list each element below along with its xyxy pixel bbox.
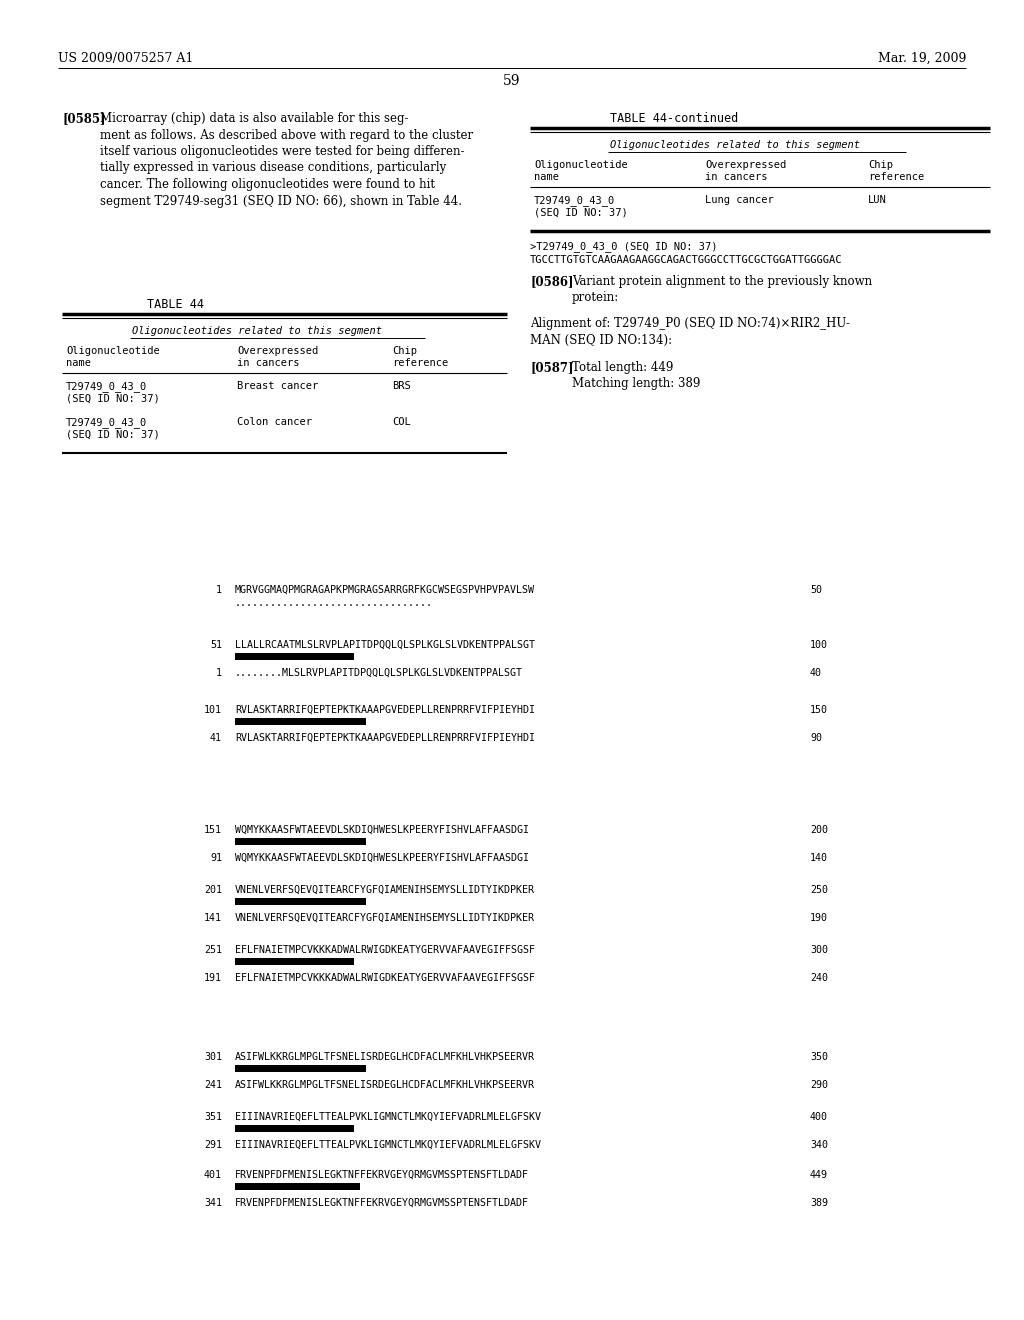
Text: 101: 101 xyxy=(204,705,222,715)
Text: 201: 201 xyxy=(204,884,222,895)
Text: 140: 140 xyxy=(810,853,828,863)
Bar xyxy=(234,718,366,725)
Text: 401: 401 xyxy=(204,1170,222,1180)
Text: BRS: BRS xyxy=(392,381,411,391)
Text: Chip
reference: Chip reference xyxy=(868,160,925,182)
Text: WQMYKKAASFWTAEEVDLSKDIQHWESLKPEERYFISHVLAFFAASDGI: WQMYKKAASFWTAEEVDLSKDIQHWESLKPEERYFISHVL… xyxy=(234,853,529,863)
Text: TABLE 44: TABLE 44 xyxy=(147,298,204,312)
Text: 300: 300 xyxy=(810,945,828,954)
Text: 51: 51 xyxy=(210,640,222,649)
Text: FRVENPFDFMENISLEGKTNFFEKRVGEYQRMGVMSSPTENSFTLDADF: FRVENPFDFMENISLEGKTNFFEKRVGEYQRMGVMSSPTE… xyxy=(234,1199,529,1208)
Text: EFLFNAIETMPCVKKKADWALRWIGDKEATYGERVVAFAAVEGIFFSGSF: EFLFNAIETMPCVKKKADWALRWIGDKEATYGERVVAFAA… xyxy=(234,973,535,983)
Text: 91: 91 xyxy=(210,853,222,863)
Text: Lung cancer: Lung cancer xyxy=(705,195,774,205)
Bar xyxy=(234,653,354,660)
Text: T29749_0_43_0
(SEQ ID NO: 37): T29749_0_43_0 (SEQ ID NO: 37) xyxy=(66,381,160,404)
Text: 389: 389 xyxy=(810,1199,828,1208)
Bar xyxy=(234,1125,354,1133)
Text: 351: 351 xyxy=(204,1111,222,1122)
Text: EIIINAVRIEQEFLTTEALPVKLIGMNCTLMKQYIEFVADRLMLELGFSKV: EIIINAVRIEQEFLTTEALPVKLIGMNCTLMKQYIEFVAD… xyxy=(234,1111,541,1122)
Text: TGCCTTGTGTCAAGAAGAAGGCAGACTGGGCCTTGCGCTGGATTGGGGAC: TGCCTTGTGTCAAGAAGAAGGCAGACTGGGCCTTGCGCTG… xyxy=(530,255,843,265)
Text: LLALLRCAATMLSLRVPLAPITDPQQLQLSPLKGLSLVDKENTPPALSGT: LLALLRCAATMLSLRVPLAPITDPQQLQLSPLKGLSLVDK… xyxy=(234,640,535,649)
Text: 400: 400 xyxy=(810,1111,828,1122)
Text: EFLFNAIETMPCVKKKADWALRWIGDKEATYGERVVAFAAVEGIFFSGSF: EFLFNAIETMPCVKKKADWALRWIGDKEATYGERVVAFAA… xyxy=(234,945,535,954)
Bar xyxy=(234,1183,360,1191)
Text: 251: 251 xyxy=(204,945,222,954)
Bar xyxy=(234,838,366,845)
Text: 290: 290 xyxy=(810,1080,828,1090)
Text: 291: 291 xyxy=(204,1140,222,1150)
Text: VNENLVERFSQEVQITEARCFYGFQIAMENIHSEMYSLLIDTYIKDPKER: VNENLVERFSQEVQITEARCFYGFQIAMENIHSEMYSLLI… xyxy=(234,913,535,923)
Text: US 2009/0075257 A1: US 2009/0075257 A1 xyxy=(58,51,194,65)
Text: Overexpressed
in cancers: Overexpressed in cancers xyxy=(705,160,786,182)
Text: Oligonucleotides related to this segment: Oligonucleotides related to this segment xyxy=(132,326,382,337)
Text: ........MLSLRVPLAPITDPQQLQLSPLKGLSLVDKENTPPALSGT: ........MLSLRVPLAPITDPQQLQLSPLKGLSLVDKEN… xyxy=(234,668,523,678)
Text: [0587]: [0587] xyxy=(530,360,573,374)
Text: WQMYKKAASFWTAEEVDLSKDIQHWESLKPEERYFISHVLAFFAASDGI: WQMYKKAASFWTAEEVDLSKDIQHWESLKPEERYFISHVL… xyxy=(234,825,529,836)
Text: LUN: LUN xyxy=(868,195,887,205)
Text: 350: 350 xyxy=(810,1052,828,1063)
Text: ASIFWLKKRGLMPGLTFSNELISRDEGLHCDFACLMFKHLVHKPSEERVR: ASIFWLKKRGLMPGLTFSNELISRDEGLHCDFACLMFKHL… xyxy=(234,1080,535,1090)
Text: 141: 141 xyxy=(204,913,222,923)
Text: 1: 1 xyxy=(216,585,222,595)
Text: Oligonucleotides related to this segment: Oligonucleotides related to this segment xyxy=(610,140,860,150)
Bar xyxy=(234,1065,366,1072)
Text: 340: 340 xyxy=(810,1140,828,1150)
Text: [0586]: [0586] xyxy=(530,275,573,288)
Text: Breast cancer: Breast cancer xyxy=(237,381,318,391)
Text: 191: 191 xyxy=(204,973,222,983)
Text: 301: 301 xyxy=(204,1052,222,1063)
Text: 250: 250 xyxy=(810,884,828,895)
Text: 200: 200 xyxy=(810,825,828,836)
Text: .................................: ................................. xyxy=(234,598,433,609)
Text: 190: 190 xyxy=(810,913,828,923)
Text: 40: 40 xyxy=(810,668,822,678)
Text: 151: 151 xyxy=(204,825,222,836)
Text: Oligonucleotide
name: Oligonucleotide name xyxy=(66,346,160,367)
Text: RVLASKTARRIFQEPTEPKTKAAAPGVEDEPLLRENPRRFVIFPIEYHDI: RVLASKTARRIFQEPTEPKTKAAAPGVEDEPLLRENPRRF… xyxy=(234,705,535,715)
Text: 241: 241 xyxy=(204,1080,222,1090)
Text: FRVENPFDFMENISLEGKTNFFEKRVGEYQRMGVMSSPTENSFTLDADF: FRVENPFDFMENISLEGKTNFFEKRVGEYQRMGVMSSPTE… xyxy=(234,1170,529,1180)
Text: 41: 41 xyxy=(210,733,222,743)
Text: VNENLVERFSQEVQITEARCFYGFQIAMENIHSEMYSLLIDTYIKDPKER: VNENLVERFSQEVQITEARCFYGFQIAMENIHSEMYSLLI… xyxy=(234,884,535,895)
Text: COL: COL xyxy=(392,417,411,426)
Text: 100: 100 xyxy=(810,640,828,649)
Text: 90: 90 xyxy=(810,733,822,743)
Text: [0585]: [0585] xyxy=(62,112,105,125)
Text: 1: 1 xyxy=(216,668,222,678)
Text: Oligonucleotide
name: Oligonucleotide name xyxy=(534,160,628,182)
Text: T29749_0_43_0
(SEQ ID NO: 37): T29749_0_43_0 (SEQ ID NO: 37) xyxy=(66,417,160,440)
Text: Variant protein alignment to the previously known
protein:: Variant protein alignment to the previou… xyxy=(572,275,872,305)
Text: Total length: 449
Matching length: 389: Total length: 449 Matching length: 389 xyxy=(572,360,700,391)
Text: 341: 341 xyxy=(204,1199,222,1208)
Text: Colon cancer: Colon cancer xyxy=(237,417,312,426)
Text: Alignment of: T29749_P0 (SEQ ID NO:74)×RIR2_HU-
MAN (SEQ ID NO:134):: Alignment of: T29749_P0 (SEQ ID NO:74)×R… xyxy=(530,317,850,346)
Text: MGRVGGMAQPMGRAGAPKPMGRAGSARRGRFKGCWSEGSPVHPVPAVLSW: MGRVGGMAQPMGRAGAPKPMGRAGSARRGRFKGCWSEGSP… xyxy=(234,585,535,595)
Text: T29749_0_43_0
(SEQ ID NO: 37): T29749_0_43_0 (SEQ ID NO: 37) xyxy=(534,195,628,218)
Text: Overexpressed
in cancers: Overexpressed in cancers xyxy=(237,346,318,367)
Text: 449: 449 xyxy=(810,1170,828,1180)
Text: 59: 59 xyxy=(503,74,521,88)
Text: 50: 50 xyxy=(810,585,822,595)
Text: >T29749_0_43_0 (SEQ ID NO: 37): >T29749_0_43_0 (SEQ ID NO: 37) xyxy=(530,242,718,252)
Text: 240: 240 xyxy=(810,973,828,983)
Text: EIIINAVRIEQEFLTTEALPVKLIGMNCTLMKQYIEFVADRLMLELGFSKV: EIIINAVRIEQEFLTTEALPVKLIGMNCTLMKQYIEFVAD… xyxy=(234,1140,541,1150)
Bar xyxy=(234,958,354,965)
Text: Chip
reference: Chip reference xyxy=(392,346,449,367)
Text: Mar. 19, 2009: Mar. 19, 2009 xyxy=(878,51,966,65)
Text: RVLASKTARRIFQEPTEPKTKAAAPGVEDEPLLRENPRRFVIFPIEYHDI: RVLASKTARRIFQEPTEPKTKAAAPGVEDEPLLRENPRRF… xyxy=(234,733,535,743)
Text: TABLE 44-continued: TABLE 44-continued xyxy=(610,112,738,125)
Text: 150: 150 xyxy=(810,705,828,715)
Text: Microarray (chip) data is also available for this seg-
ment as follows. As descr: Microarray (chip) data is also available… xyxy=(100,112,473,207)
Text: ASIFWLKKRGLMPGLTFSNELISRDEGLHCDFACLMFKHLVHKPSEERVR: ASIFWLKKRGLMPGLTFSNELISRDEGLHCDFACLMFKHL… xyxy=(234,1052,535,1063)
Bar xyxy=(234,898,366,906)
